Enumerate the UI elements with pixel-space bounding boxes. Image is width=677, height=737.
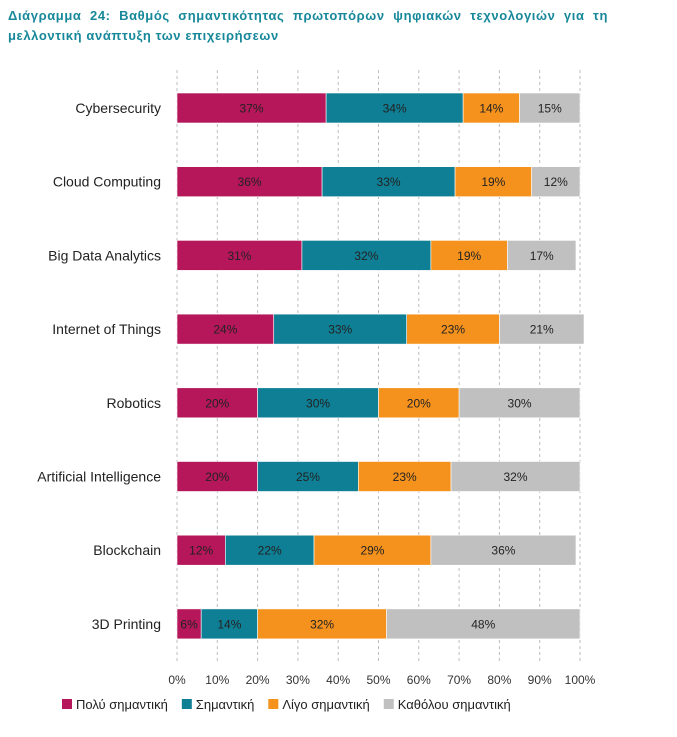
bar-segment: [358, 461, 452, 492]
bar-segment: [430, 240, 508, 271]
chart-title: Διάγραμμα 24: Βαθμός σημαντικότητας πρωτ…: [8, 6, 608, 46]
category-label: 3D Printing: [92, 616, 161, 632]
data-label: 15%: [538, 102, 562, 116]
data-label: 33%: [328, 323, 352, 337]
data-label: 12%: [544, 175, 568, 189]
bar-segment: [499, 313, 585, 345]
category-label: Internet of Things: [52, 321, 161, 337]
data-label: 34%: [383, 102, 407, 116]
data-label: 32%: [310, 617, 334, 631]
category-label: Cloud Computing: [53, 174, 161, 190]
bar-segment: [386, 608, 581, 640]
data-label: 36%: [491, 544, 515, 558]
legend-swatch: [268, 699, 279, 709]
data-label: 36%: [238, 175, 262, 189]
bar-segment: [313, 534, 432, 566]
data-label: 23%: [393, 470, 417, 484]
data-label: 31%: [227, 249, 251, 263]
x-tick-label: 50%: [366, 673, 390, 687]
x-tick-label: 100%: [565, 673, 596, 687]
data-label: 17%: [530, 249, 554, 263]
data-label: 23%: [441, 323, 465, 337]
data-label: 20%: [407, 396, 431, 410]
category-label: Robotics: [107, 395, 161, 411]
bar-segment: [176, 608, 202, 640]
data-label: 22%: [258, 544, 282, 558]
bar-segment: [176, 166, 323, 197]
x-tick-label: 80%: [487, 673, 511, 687]
legend-label: Σημαντική: [196, 697, 255, 712]
bar-segment: [176, 240, 303, 271]
x-tick-label: 30%: [286, 673, 310, 687]
bar-segment: [225, 534, 315, 566]
bar-segment: [378, 387, 460, 419]
data-label: 20%: [205, 396, 229, 410]
x-tick-label: 70%: [447, 673, 471, 687]
data-label: 19%: [457, 249, 481, 263]
bar-segment: [301, 240, 432, 271]
data-label: 33%: [377, 175, 401, 189]
bar-segment: [454, 166, 532, 197]
chart-title-line-1: Διάγραμμα 24: Βαθμός σημαντικότητας πρωτ…: [8, 8, 608, 23]
bar-segment: [458, 387, 581, 419]
x-tick-label: 60%: [407, 673, 431, 687]
bar-segment: [430, 534, 577, 566]
data-label: 20%: [205, 470, 229, 484]
chart-title-line-2: μελλοντική ανάπτυξη των επιχειρήσεων: [8, 28, 279, 43]
x-tick-label: 20%: [246, 673, 270, 687]
data-label: 6%: [180, 617, 198, 631]
bar-segment: [462, 92, 520, 124]
x-tick-label: 0%: [168, 673, 186, 687]
legend-label: Λίγο σημαντική: [282, 697, 369, 712]
category-label: Artificial Intelligence: [37, 469, 161, 485]
bar-segment: [321, 166, 456, 197]
legend-swatch: [181, 699, 192, 709]
legend-swatch: [62, 699, 72, 709]
data-label: 14%: [479, 102, 503, 116]
bar-segment: [176, 534, 226, 566]
bar-segment: [325, 92, 464, 124]
bar-segment: [176, 313, 275, 345]
data-label: 24%: [213, 323, 237, 337]
data-label: 25%: [296, 470, 320, 484]
legend-label: Καθόλου σημαντική: [398, 697, 511, 712]
category-label: Blockchain: [93, 542, 161, 558]
legend-label: Πολύ σημαντική: [76, 697, 168, 712]
data-label: 32%: [354, 249, 378, 263]
bar-segment: [273, 313, 408, 345]
x-tick-label: 40%: [326, 673, 350, 687]
bar-segment: [176, 387, 258, 419]
bar-segment: [257, 461, 359, 492]
x-tick-label: 10%: [205, 673, 229, 687]
bar-segment: [519, 92, 581, 124]
bar-segment: [406, 313, 500, 345]
data-label: 48%: [471, 617, 495, 631]
data-label: 30%: [508, 396, 532, 410]
data-label: 21%: [530, 323, 554, 337]
data-label: 32%: [504, 470, 528, 484]
category-label: Big Data Analytics: [48, 247, 161, 263]
data-label: 37%: [240, 102, 264, 116]
bar-segment: [507, 240, 577, 271]
category-label: Cybersecurity: [75, 100, 161, 116]
bar-segment: [531, 166, 581, 197]
legend-swatch: [383, 699, 394, 709]
bar-segment: [176, 92, 327, 124]
data-label: 29%: [360, 544, 384, 558]
data-label: 19%: [481, 175, 505, 189]
data-label: 12%: [189, 544, 213, 558]
bar-segment: [257, 387, 379, 419]
bar-segment: [450, 461, 581, 492]
data-label: 14%: [217, 617, 241, 631]
data-label: 30%: [306, 396, 330, 410]
x-tick-label: 90%: [528, 673, 552, 687]
